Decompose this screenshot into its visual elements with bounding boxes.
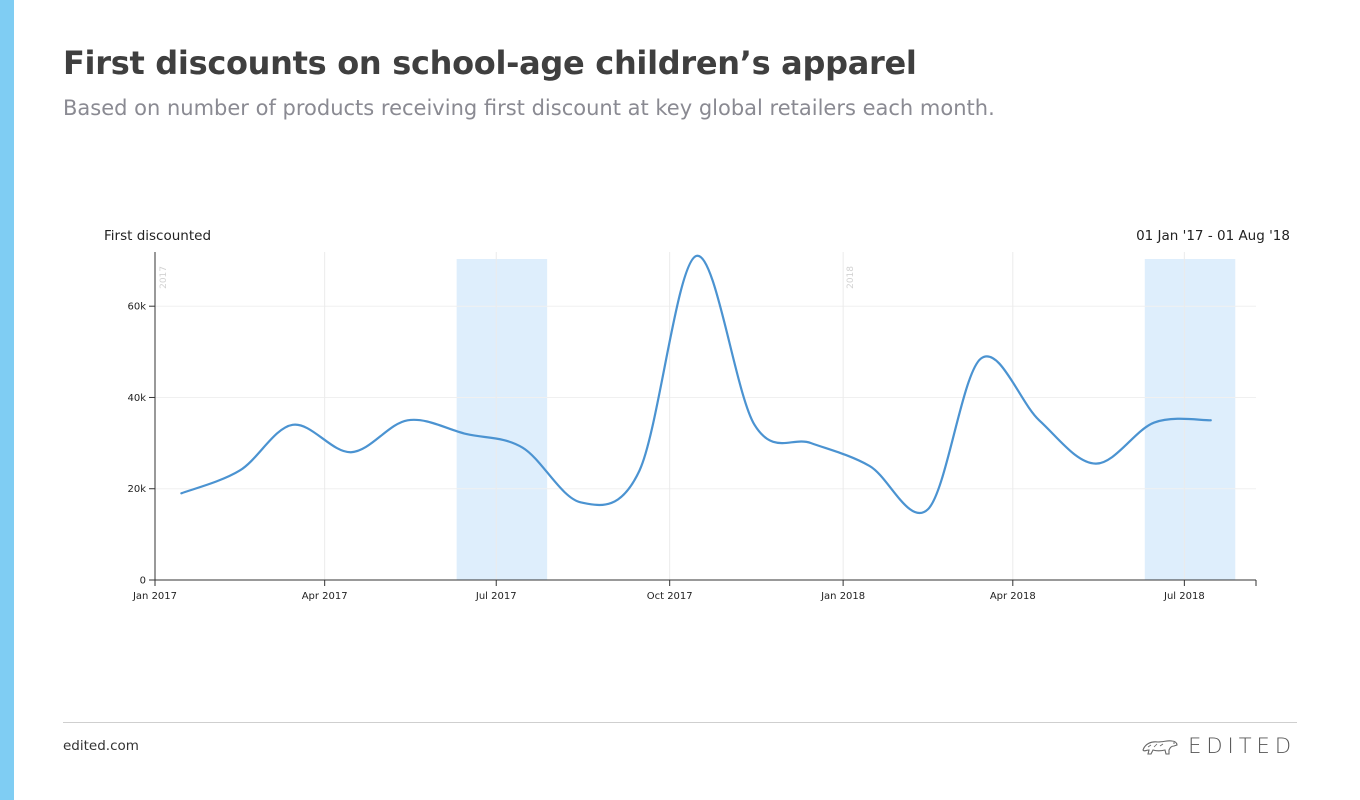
accent-bar [0,0,14,800]
brand-logo: EDITED [1140,734,1296,758]
y-tick-label-3: 60k [127,302,146,313]
brand-name: EDITED [1188,734,1296,758]
footer-divider [63,722,1297,723]
highlight-band-0 [456,259,548,580]
x-tick-label-4: Jan 2018 [820,591,865,602]
y-axis-title: First discounted [104,228,212,244]
y-tick-label-0: 0 [140,576,146,587]
series-line-0 [180,254,1212,515]
year-marker-label-1: 2018 [846,266,856,289]
date-range-label: 01 Jan '17 - 01 Aug '18 [1136,228,1290,244]
x-tick-label-6: Jul 2018 [1163,591,1205,602]
year-marker-label-0: 2017 [159,266,169,289]
x-tick-label-5: Apr 2018 [990,591,1036,602]
x-tick-label-2: Jul 2017 [475,591,517,602]
page-title: First discounts on school-age children’s… [63,44,917,82]
polar-bear-icon [1142,740,1178,755]
page-subtitle: Based on number of products receiving fi… [63,96,995,120]
x-tick-label-0: Jan 2017 [132,591,177,602]
x-tick-label-3: Oct 2017 [647,591,693,602]
footer-website[interactable]: edited.com [63,738,139,754]
x-tick-label-1: Apr 2017 [302,591,348,602]
y-tick-label-1: 20k [127,484,146,495]
y-tick-label-2: 40k [127,393,146,404]
